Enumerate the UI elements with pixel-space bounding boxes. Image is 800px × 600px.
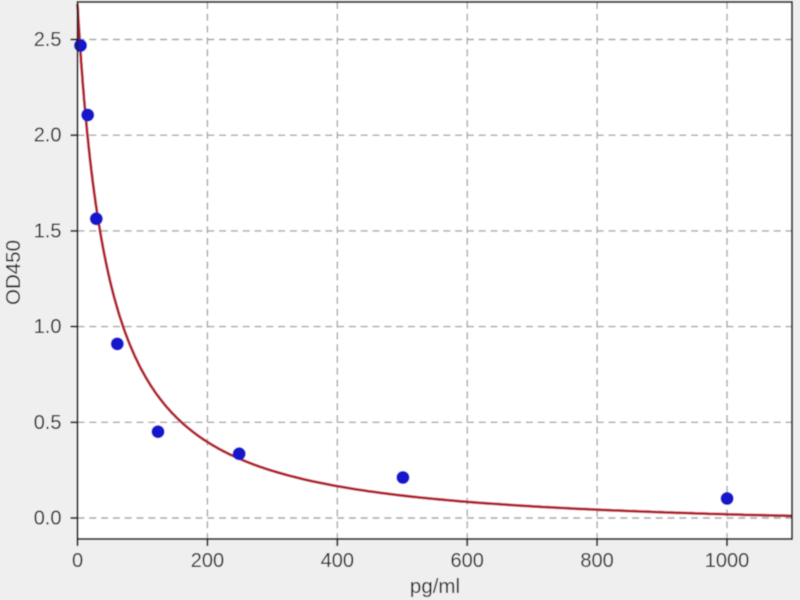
svg-text:0.5: 0.5: [34, 412, 62, 434]
svg-text:2.5: 2.5: [34, 29, 62, 51]
svg-text:600: 600: [451, 550, 484, 572]
svg-text:200: 200: [191, 550, 224, 572]
svg-text:1.0: 1.0: [34, 316, 62, 338]
svg-text:400: 400: [321, 550, 354, 572]
svg-text:OD450: OD450: [2, 240, 25, 305]
svg-text:0.0: 0.0: [34, 508, 62, 530]
svg-text:2.0: 2.0: [34, 125, 62, 147]
svg-text:1000: 1000: [705, 550, 750, 572]
svg-text:800: 800: [580, 550, 613, 572]
svg-text:1.5: 1.5: [34, 220, 62, 242]
svg-text:pg/ml: pg/ml: [410, 575, 460, 598]
svg-text:0: 0: [72, 550, 83, 572]
